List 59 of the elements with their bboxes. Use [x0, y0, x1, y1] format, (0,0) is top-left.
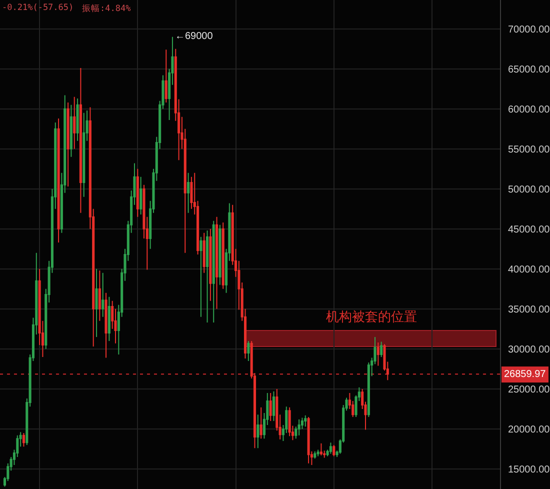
- candlestick: [102, 272, 104, 318]
- candlestick: [269, 392, 272, 422]
- candlestick: [304, 414, 307, 428]
- candlestick: [104, 292, 108, 358]
- ref-line-label: 26859.97: [504, 369, 546, 380]
- candlestick: [272, 390, 276, 422]
- candlestick: [332, 444, 336, 457]
- candlestick: [79, 68, 82, 214]
- candlestick: [187, 172, 190, 214]
- candlestick: [164, 49, 168, 103]
- y-tick-label: 70000.00: [508, 24, 550, 36]
- annotation: -0.21%(-57.65): [2, 3, 74, 13]
- candlestick: [380, 341, 383, 358]
- candlestick: [73, 96, 76, 150]
- band-label: 机构被套的位置: [326, 310, 417, 325]
- candlestick: [212, 220, 215, 324]
- annotation: ←69000: [175, 31, 214, 42]
- candlestick: [140, 176, 142, 215]
- y-tick-label: 15000.00: [508, 464, 550, 476]
- candlestick: [256, 414, 260, 449]
- candlestick: [200, 236, 202, 318]
- y-tick-label: 60000.00: [508, 104, 550, 116]
- candlestick: [209, 228, 212, 302]
- candlestick: [247, 340, 250, 362]
- candlestick: [218, 224, 222, 286]
- candlestick: [314, 450, 316, 460]
- y-tick-label: 55000.00: [508, 144, 550, 156]
- candlestick: [136, 168, 139, 218]
- candlestick: [98, 270, 101, 322]
- candlestick: [376, 342, 380, 366]
- candlestick: [202, 232, 206, 274]
- y-tick-label: 35000.00: [508, 304, 550, 316]
- y-tick-label: 45000.00: [508, 224, 550, 236]
- y-tick-label: 25000.00: [508, 384, 550, 396]
- candlestick: [316, 449, 320, 457]
- candlestick: [66, 102, 70, 187]
- y-tick-label: 50000.00: [508, 184, 550, 196]
- candlestick: [216, 216, 218, 310]
- y-tick-label: 40000.00: [508, 264, 550, 276]
- candlestick: [320, 442, 322, 456]
- candlestick: [367, 362, 370, 418]
- candlestick: [57, 118, 60, 243]
- candlestick: [70, 104, 72, 158]
- candlestick: [307, 416, 310, 464]
- candlestick: [329, 442, 332, 454]
- y-tick-label: 30000.00: [508, 344, 550, 356]
- candlestick: [95, 268, 98, 338]
- annotation: 振幅:4.84%: [82, 3, 131, 14]
- candlestick: [298, 418, 300, 436]
- candlestick: [206, 230, 209, 324]
- candlestick: [108, 296, 110, 342]
- candlestick: [222, 222, 224, 290]
- candlestick: [76, 98, 79, 142]
- candlestick: [260, 406, 262, 440]
- candlestick: [288, 406, 291, 437]
- candlestick: [82, 112, 86, 198]
- y-tick-label: 65000.00: [508, 64, 550, 76]
- candlestick: [22, 432, 26, 448]
- y-tick-label: 20000.00: [508, 424, 550, 436]
